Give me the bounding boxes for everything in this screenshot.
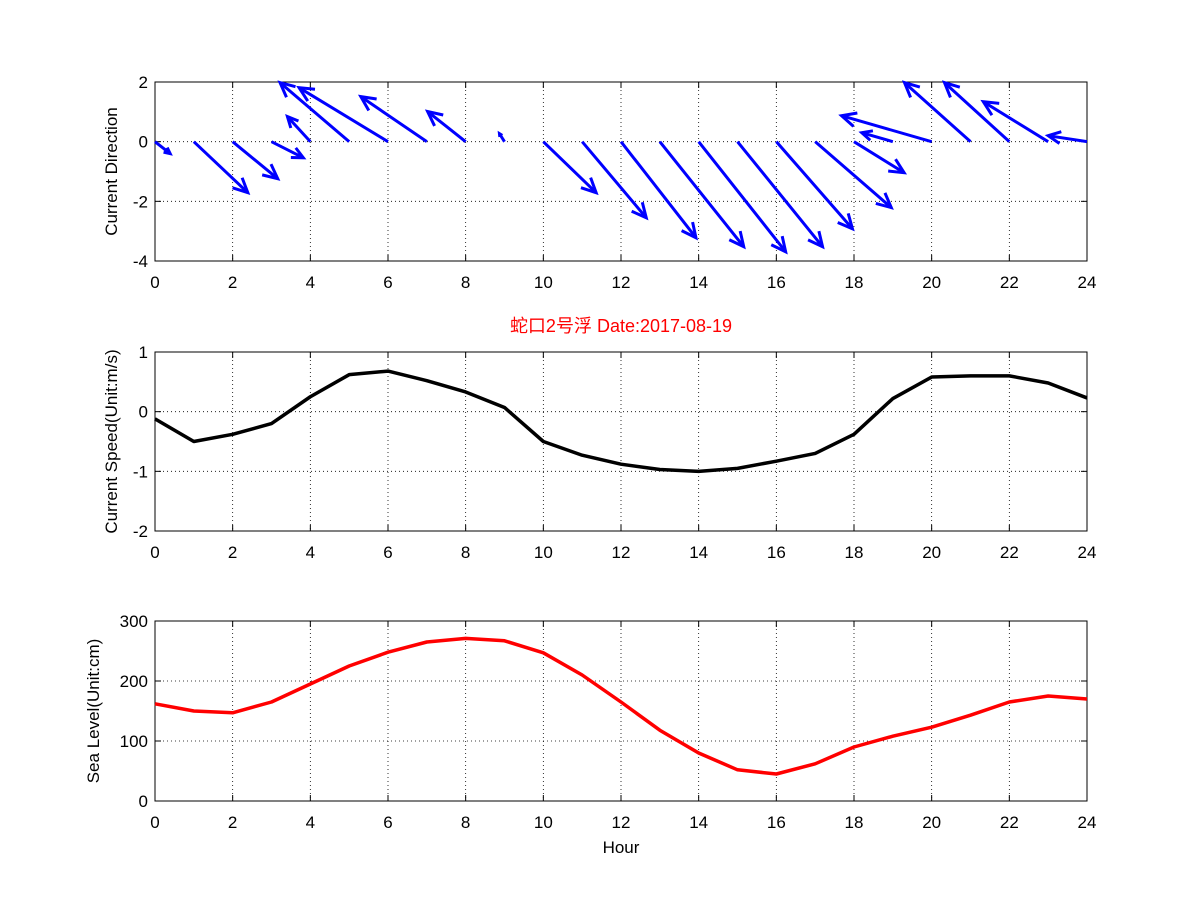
x-tick-label: 2 xyxy=(228,273,237,292)
x-tick-label: 14 xyxy=(689,273,708,292)
y-tick-label: 0 xyxy=(139,133,148,152)
x-tick-label: 2 xyxy=(228,543,237,562)
x-tick-label: 10 xyxy=(534,273,553,292)
y-tick-label: -1 xyxy=(133,462,148,481)
y-axis-label: Sea Level(Unit:cm) xyxy=(84,639,103,784)
x-tick-label: 16 xyxy=(767,813,786,832)
x-tick-label: 8 xyxy=(461,543,470,562)
x-tick-label: 22 xyxy=(1000,813,1019,832)
x-tick-label: 6 xyxy=(383,273,392,292)
x-tick-label: 8 xyxy=(461,273,470,292)
x-tick-label: 20 xyxy=(922,813,941,832)
y-tick-label: -4 xyxy=(133,252,148,271)
y-axis-label: Current Speed(Unit:m/s) xyxy=(102,349,121,533)
x-tick-label: 20 xyxy=(922,543,941,562)
x-tick-label: 4 xyxy=(306,273,315,292)
y-tick-label: 1 xyxy=(139,343,148,362)
y-tick-label: 2 xyxy=(139,73,148,92)
y-tick-label: 300 xyxy=(120,612,148,631)
x-tick-label: 0 xyxy=(150,273,159,292)
x-tick-label: 4 xyxy=(306,543,315,562)
y-tick-label: 0 xyxy=(139,403,148,422)
y-tick-label: 200 xyxy=(120,672,148,691)
x-tick-label: 6 xyxy=(383,813,392,832)
x-tick-label: 12 xyxy=(612,813,631,832)
x-tick-label: 24 xyxy=(1078,273,1097,292)
x-tick-label: 18 xyxy=(845,813,864,832)
y-tick-label: 0 xyxy=(139,792,148,811)
x-tick-label: 22 xyxy=(1000,543,1019,562)
y-tick-label: -2 xyxy=(133,522,148,541)
x-tick-label: 10 xyxy=(534,813,553,832)
x-tick-label: 0 xyxy=(150,543,159,562)
x-tick-label: 14 xyxy=(689,543,708,562)
x-axis-label: Hour xyxy=(603,838,640,857)
x-tick-label: 4 xyxy=(306,813,315,832)
x-tick-label: 6 xyxy=(383,543,392,562)
x-tick-label: 8 xyxy=(461,813,470,832)
x-tick-label: 10 xyxy=(534,543,553,562)
x-tick-label: 14 xyxy=(689,813,708,832)
x-tick-label: 2 xyxy=(228,813,237,832)
x-tick-label: 12 xyxy=(612,273,631,292)
x-tick-label: 24 xyxy=(1078,543,1097,562)
x-tick-label: 0 xyxy=(150,813,159,832)
x-tick-label: 24 xyxy=(1078,813,1097,832)
x-tick-label: 22 xyxy=(1000,273,1019,292)
y-tick-label: -2 xyxy=(133,192,148,211)
y-tick-label: 100 xyxy=(120,732,148,751)
x-tick-label: 20 xyxy=(922,273,941,292)
x-tick-label: 16 xyxy=(767,543,786,562)
x-tick-label: 18 xyxy=(845,273,864,292)
y-axis-label: Current Direction xyxy=(102,107,121,236)
x-tick-label: 18 xyxy=(845,543,864,562)
x-tick-label: 12 xyxy=(612,543,631,562)
chart-title: 蛇口2号浮 Date:2017-08-19 xyxy=(510,316,732,336)
x-tick-label: 16 xyxy=(767,273,786,292)
